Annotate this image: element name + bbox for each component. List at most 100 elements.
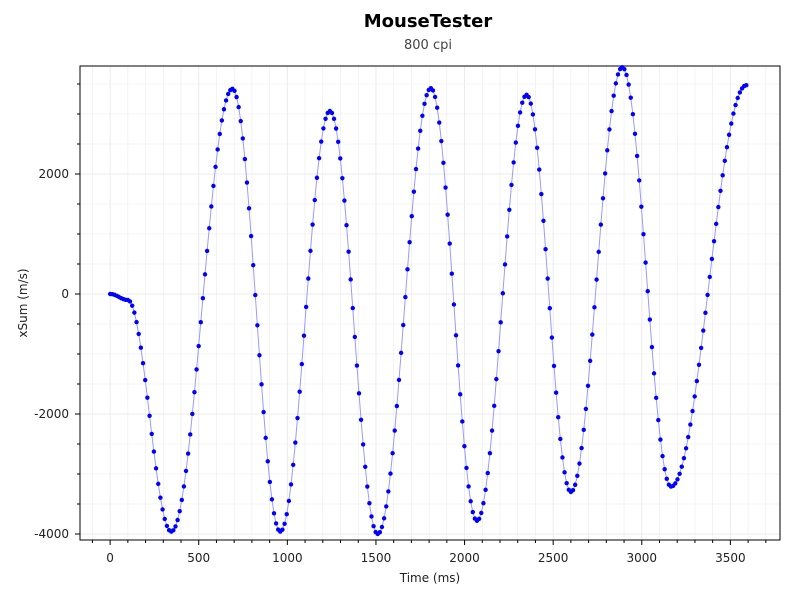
data-point [398,350,404,356]
data-point [679,464,684,469]
data-point [316,155,322,161]
data-point [248,233,254,239]
data-point [352,334,358,340]
data-point [724,145,730,150]
data-point [140,361,146,366]
data-point [439,138,444,144]
data-point [649,344,655,350]
data-point [658,437,663,442]
data-point [437,120,442,125]
data-point [626,82,631,87]
data-point [430,88,436,93]
data-point [714,221,719,227]
data-point [183,468,189,474]
data-point [690,408,695,414]
data-point [520,100,525,105]
data-point [498,320,503,325]
data-point [280,527,285,532]
data-point [494,376,499,382]
data-point [489,428,495,433]
data-point [415,146,421,151]
data-point [286,498,292,504]
data-point [639,204,644,209]
data-point [476,516,482,522]
data-point [390,450,395,456]
data-point [422,101,427,107]
data-point [590,332,595,337]
data-point [466,484,471,489]
data-point [348,277,353,282]
data-point [449,271,455,276]
data-point [365,484,370,489]
data-point [392,428,397,433]
data-point [624,72,629,78]
data-point [232,88,237,94]
data-point [694,378,700,384]
data-point [219,118,225,123]
data-point [194,367,199,372]
data-point [611,93,616,98]
data-point [213,164,218,170]
data-point [707,274,712,280]
y-tick-label: -4000 [34,527,69,541]
data-point [259,382,264,387]
data-point [424,93,429,98]
data-point [688,422,693,427]
x-tick-label: 2000 [449,551,480,565]
x-tick-label: 500 [187,551,210,565]
data-point [545,276,550,281]
data-point [517,110,523,115]
data-point [209,204,214,209]
data-point [381,516,387,521]
y-tick-label: 2000 [38,167,69,181]
data-point [615,72,621,77]
data-point [441,160,446,166]
data-point [379,524,385,530]
data-point [496,348,501,354]
data-point [321,126,326,131]
data-series [107,65,749,537]
data-point [675,477,680,482]
data-point [342,198,347,203]
data-point [136,331,141,337]
data-point [257,353,262,358]
data-point [677,471,682,476]
data-point [541,218,546,224]
data-point [288,482,294,487]
data-point [453,333,459,338]
data-point [731,111,736,116]
data-point [613,81,619,86]
data-point [662,467,667,472]
data-point [164,523,170,529]
data-point [207,226,212,231]
data-point [556,415,561,420]
data-point [147,413,152,418]
x-tick-label: 3500 [715,551,746,565]
data-point [596,249,601,255]
data-point [181,484,187,489]
data-point [716,204,721,210]
data-point [564,480,569,486]
data-point [605,148,610,153]
data-point [384,504,389,509]
x-tick-label: 3000 [626,551,657,565]
data-point [628,95,633,100]
data-point [369,514,374,519]
data-point [149,431,154,437]
data-point [223,98,229,103]
data-point [333,126,339,131]
data-point [319,139,324,144]
data-point [479,510,484,516]
data-point [692,394,697,399]
chart-subtitle: 800 cpi [404,38,452,53]
chart-title: MouseTester [364,11,493,32]
data-point [360,442,366,447]
data-point [656,417,661,423]
data-point [151,449,157,454]
data-point [509,182,514,188]
data-point [204,248,210,254]
data-point [282,521,287,526]
data-point [703,310,708,316]
data-point [720,173,725,178]
data-point [451,302,457,307]
